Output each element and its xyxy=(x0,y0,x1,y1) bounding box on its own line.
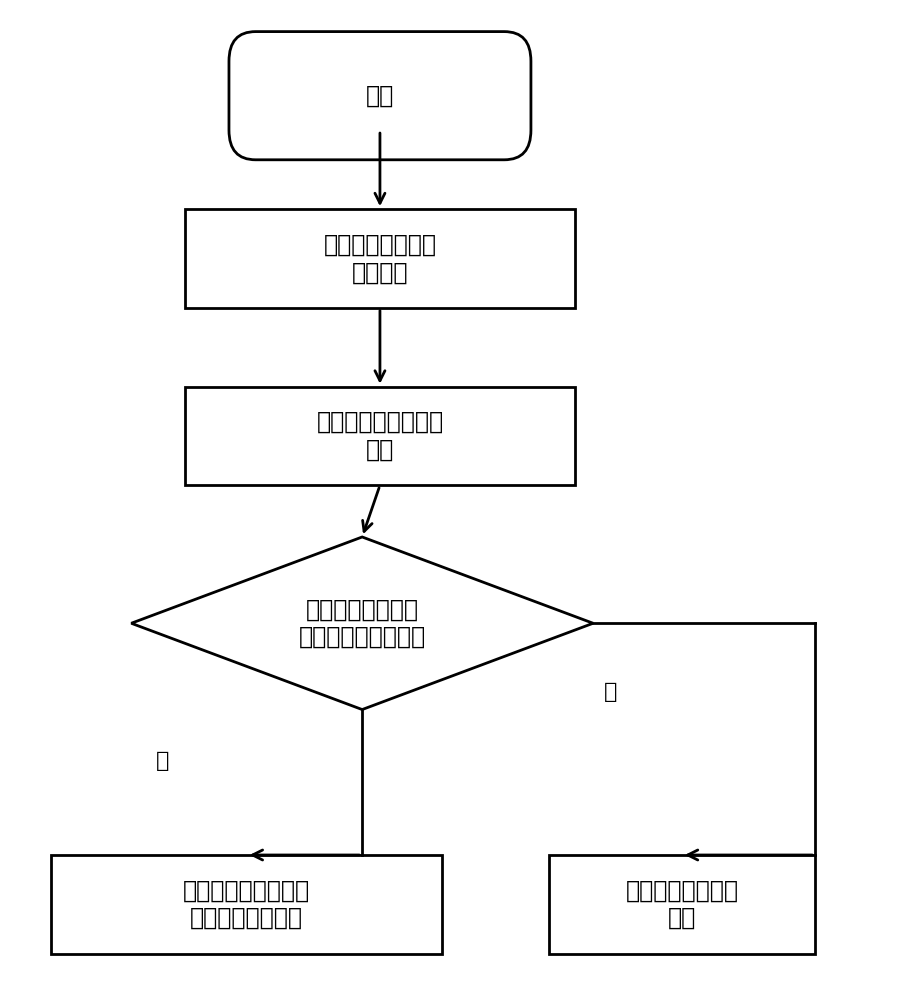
FancyBboxPatch shape xyxy=(229,32,531,160)
Bar xyxy=(51,855,442,954)
Text: 出风段的分配保持
不变: 出风段的分配保持 不变 xyxy=(625,878,739,930)
Text: 获取送风区域内的
对象信息: 获取送风区域内的 对象信息 xyxy=(324,233,437,284)
Polygon shape xyxy=(132,537,594,710)
Text: 根据最新的对象信息
调整出风段的分配: 根据最新的对象信息 调整出风段的分配 xyxy=(183,878,310,930)
Text: 根据对象信息分配出
风段: 根据对象信息分配出 风段 xyxy=(317,410,444,462)
Text: 否: 否 xyxy=(604,682,618,702)
Text: 开始: 开始 xyxy=(366,84,394,108)
Bar xyxy=(548,855,815,954)
Bar xyxy=(185,209,575,308)
Text: 是: 是 xyxy=(156,751,169,771)
Bar xyxy=(185,387,575,485)
Text: 送风区域内的对象
信息是否发生变化？: 送风区域内的对象 信息是否发生变化？ xyxy=(299,597,426,649)
